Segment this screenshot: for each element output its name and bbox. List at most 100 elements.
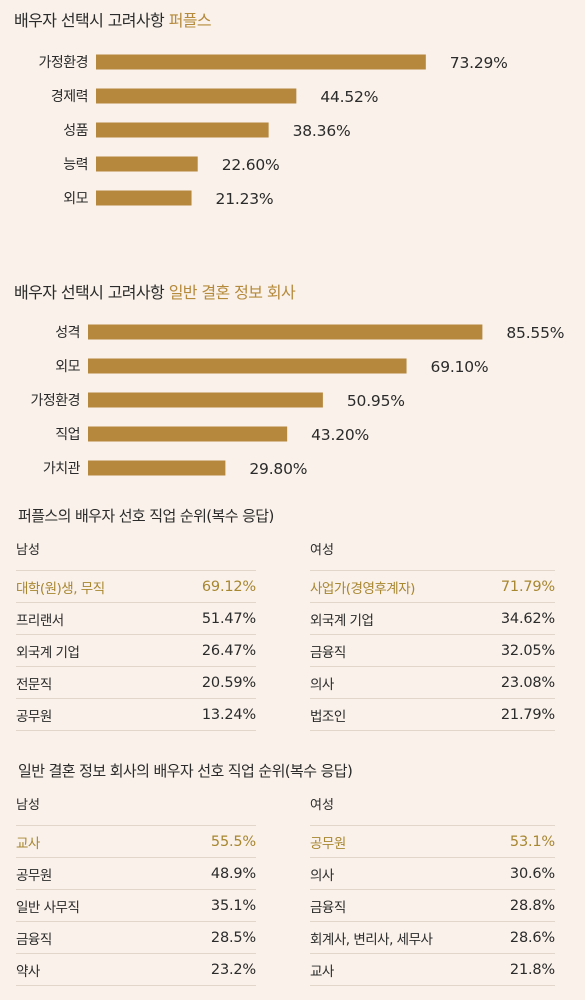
job-value: 34.62%	[500, 610, 555, 627]
bar	[88, 358, 407, 374]
job-name: 교사	[310, 963, 334, 980]
job-name: 외국계 기업	[310, 612, 374, 629]
job-name: 공무원	[16, 867, 52, 884]
table-row: 일반 사무직 35.1%	[16, 890, 256, 922]
bar	[88, 426, 288, 442]
category-label: 성격	[55, 325, 80, 341]
job-value: 20.59%	[201, 674, 256, 691]
job-name: 회계사, 변리사, 세무사	[310, 931, 433, 948]
value-label: 21.23%	[216, 190, 274, 208]
table-row: 사업가(경영후계자) 71.79%	[310, 571, 555, 603]
chart2-title-accent: 일반 결혼 정보 회사	[168, 283, 296, 302]
category-label: 외모	[55, 359, 80, 375]
table2-male-list: 남성 교사 55.5% 공무원 48.9% 일반 사무직 35.1% 금융직 28.5%…	[16, 795, 256, 986]
job-value: 21.8%	[509, 961, 555, 978]
category-label: 외모	[63, 191, 88, 207]
job-name: 의사	[310, 676, 334, 693]
job-value: 28.8%	[509, 897, 555, 914]
job-name: 일반 사무직	[16, 899, 80, 916]
chart1-title-main: 배우자 선택시 고려사항	[14, 11, 165, 30]
category-label: 가정환경	[38, 55, 88, 71]
table-row: 교사 21.8%	[310, 954, 555, 986]
table2-female-header: 여성	[310, 795, 555, 826]
job-value: 48.9%	[210, 865, 256, 882]
value-label: 44.52%	[320, 88, 378, 106]
value-label: 43.20%	[311, 426, 369, 444]
job-value: 51.47%	[201, 610, 256, 627]
table1-female-list: 여성 사업가(경영후계자) 71.79% 외국계 기업 34.62% 금융직 32.0…	[310, 540, 555, 731]
job-value: 53.1%	[509, 833, 555, 850]
job-value: 28.6%	[509, 929, 555, 946]
chart2-title-main: 배우자 선택시 고려사항	[14, 283, 165, 302]
chart2-bar-chart: 성격 85.55% 외모 69.10% 가정환경 50.95% 직업 43.20% 가치관 29.…	[30, 324, 564, 478]
job-name: 교사	[16, 835, 40, 852]
job-name: 금융직	[310, 644, 346, 661]
chart1-bar-chart: 가정환경 73.29% 경제력 44.52% 성품 38.36% 능력 22.60% 외모 21.…	[38, 54, 508, 208]
job-value: 69.12%	[201, 578, 256, 595]
job-value: 13.24%	[201, 706, 256, 723]
category-label: 능력	[63, 157, 88, 173]
job-name: 전문직	[16, 676, 52, 693]
job-name: 금융직	[16, 931, 52, 948]
category-label: 경제력	[51, 89, 88, 105]
value-label: 73.29%	[450, 54, 508, 72]
table-row: 의사 23.08%	[310, 667, 555, 699]
bar	[96, 54, 426, 70]
value-label: 50.95%	[347, 392, 405, 410]
table1-male-list: 남성 대학(원)생, 무직 69.12% 프리랜서 51.47% 외국계 기업 26.…	[16, 540, 256, 731]
job-name: 외국계 기업	[16, 644, 80, 661]
category-label: 성품	[63, 123, 88, 139]
job-value: 21.79%	[500, 706, 555, 723]
chart1-title: 배우자 선택시 고려사항 퍼플스	[14, 7, 212, 31]
table-row: 공무원 48.9%	[16, 858, 256, 890]
category-label: 가치관	[43, 461, 81, 477]
job-name: 금융직	[310, 899, 346, 916]
table-row: 의사 30.6%	[310, 858, 555, 890]
value-label: 29.80%	[249, 460, 307, 478]
table1-male-header: 남성	[16, 540, 256, 571]
table2-female-list: 여성 공무원 53.1% 의사 30.6% 금융직 28.8% 회계사, 변리사, 세…	[310, 795, 555, 986]
bar	[88, 392, 323, 408]
job-value: 30.6%	[509, 865, 555, 882]
job-name: 사업가(경영후계자)	[310, 580, 415, 597]
table-row: 약사 23.2%	[16, 954, 256, 986]
table-row: 전문직 20.59%	[16, 667, 256, 699]
chart2-title: 배우자 선택시 고려사항 일반 결혼 정보 회사	[14, 279, 296, 303]
job-value: 32.05%	[500, 642, 555, 659]
job-name: 프리랜서	[16, 612, 64, 629]
job-name: 공무원	[16, 708, 52, 725]
table-row: 대학(원)생, 무직 69.12%	[16, 571, 256, 603]
bar	[96, 190, 192, 206]
value-label: 38.36%	[293, 122, 351, 140]
table-row: 회계사, 변리사, 세무사 28.6%	[310, 922, 555, 954]
table-row: 외국계 기업 26.47%	[16, 635, 256, 667]
job-value: 28.5%	[210, 929, 256, 946]
job-value: 35.1%	[210, 897, 256, 914]
table-row: 외국계 기업 34.62%	[310, 603, 555, 635]
bar	[96, 122, 269, 138]
table2-male-header: 남성	[16, 795, 256, 826]
chart1-title-accent: 퍼플스	[168, 11, 212, 30]
job-value: 55.5%	[210, 833, 256, 850]
table-row: 프리랜서 51.47%	[16, 603, 256, 635]
table2-title: 일반 결혼 정보 회사의 배우자 선호 직업 순위(복수 응답)	[18, 762, 353, 780]
value-label: 69.10%	[431, 358, 489, 376]
job-value: 26.47%	[201, 642, 256, 659]
job-name: 의사	[310, 867, 334, 884]
table-row: 금융직 32.05%	[310, 635, 555, 667]
bar	[96, 88, 297, 104]
job-value: 23.08%	[500, 674, 555, 691]
table1-title: 퍼플스의 배우자 선호 직업 순위(복수 응답)	[18, 507, 274, 525]
table-row: 금융직 28.8%	[310, 890, 555, 922]
table-row: 법조인 21.79%	[310, 699, 555, 731]
value-label: 22.60%	[222, 156, 280, 174]
job-name: 공무원	[310, 835, 346, 852]
job-name: 약사	[16, 963, 40, 980]
job-value: 71.79%	[500, 578, 555, 595]
job-name: 대학(원)생, 무직	[16, 580, 105, 597]
table1-female-header: 여성	[310, 540, 555, 571]
value-label: 85.55%	[506, 324, 564, 342]
job-name: 법조인	[310, 708, 346, 725]
bar	[96, 156, 198, 172]
bar	[88, 324, 483, 340]
